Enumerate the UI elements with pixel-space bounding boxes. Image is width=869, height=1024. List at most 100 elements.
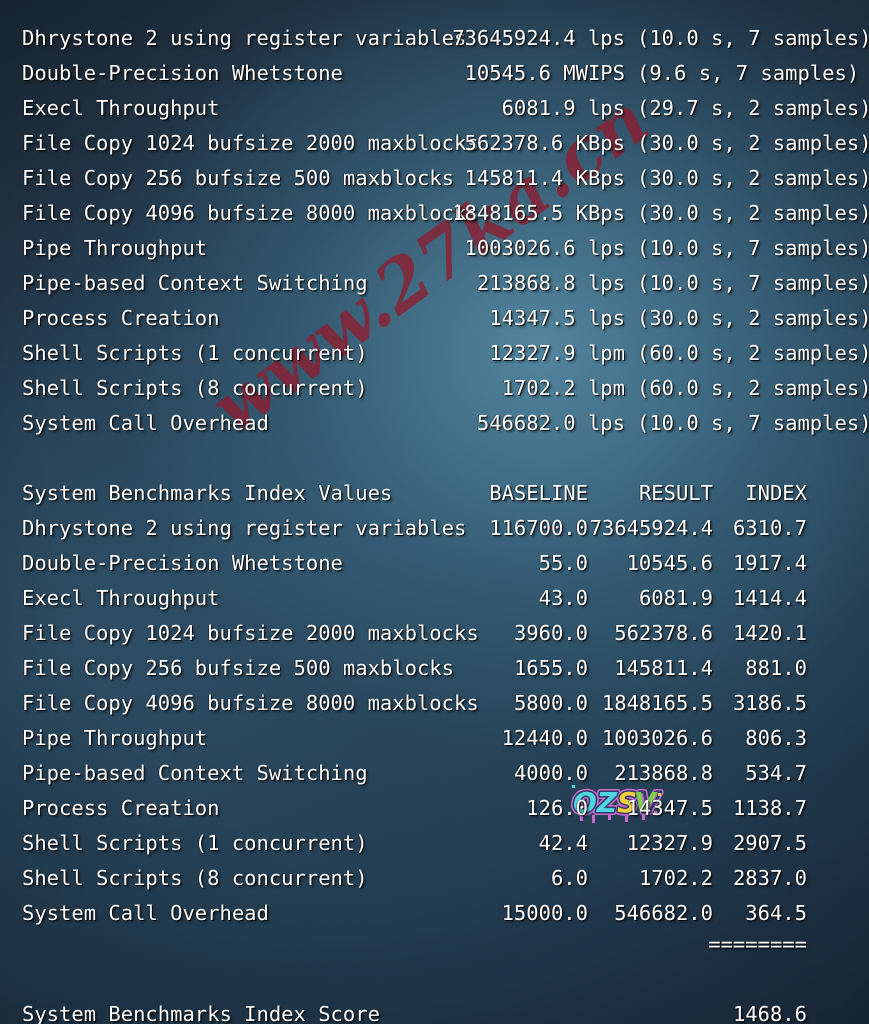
- index-row: Shell Scripts (1 concurrent) 42.4 12327.…: [0, 826, 869, 861]
- benchmark-detail: (30.0 s, 2 samples): [637, 131, 869, 155]
- benchmark-value-unit: MWIPS: [563, 61, 625, 85]
- benchmark-detail: (10.0 s, 7 samples): [637, 411, 869, 435]
- index-test-name: Double-Precision Whetstone: [22, 551, 343, 575]
- benchmark-detail: (60.0 s, 2 samples): [637, 376, 869, 400]
- index-value: 3186.5: [732, 691, 807, 715]
- benchmark-test-name: Process Creation: [22, 306, 220, 330]
- benchmark-value-unit: lps: [587, 411, 625, 435]
- index-test-name: Execl Throughput: [22, 586, 220, 610]
- benchmark-test-name: Pipe Throughput: [22, 236, 208, 260]
- score-block: ======== System Benchmarks Index Score 1…: [0, 927, 869, 1024]
- index-test-name: File Copy 256 bufsize 500 maxblocks: [22, 656, 454, 680]
- index-value: 1420.1: [732, 621, 807, 645]
- benchmark-value: 546682.0 lps: [477, 406, 625, 441]
- benchmark-detail: (10.0 s, 7 samples): [637, 236, 869, 260]
- benchmark-test-name: System Call Overhead: [22, 411, 269, 435]
- benchmark-results-block: Dhrystone 2 using register variables 736…: [0, 21, 869, 441]
- index-result: 10545.6: [626, 551, 713, 575]
- benchmark-value-unit: lps: [587, 271, 625, 295]
- index-result: 6081.9: [638, 586, 713, 610]
- benchmark-test-name: Shell Scripts (8 concurrent): [22, 376, 368, 400]
- benchmark-value: 1848165.5 KBps: [452, 196, 625, 231]
- benchmark-test-name: File Copy 4096 bufsize 8000 maxblocks: [22, 201, 479, 225]
- benchmark-row: Process Creation 14347.5 lps (30.0 s, 2 …: [0, 301, 869, 336]
- index-baseline: 116700.0: [489, 516, 588, 540]
- index-baseline: 42.4: [538, 831, 588, 855]
- benchmark-value-number: 10545.6: [464, 61, 551, 85]
- benchmark-value: 562378.6 KBps: [465, 126, 625, 161]
- index-values-block: System Benchmarks Index Values BASELINE …: [0, 476, 869, 931]
- index-result: 1003026.6: [601, 726, 713, 750]
- benchmark-value: 14347.5 lps: [489, 301, 625, 336]
- index-baseline: 3960.0: [513, 621, 588, 645]
- index-test-name: File Copy 4096 bufsize 8000 maxblocks: [22, 691, 479, 715]
- score-value: 1468.6: [732, 1002, 807, 1024]
- benchmark-detail: (10.0 s, 7 samples): [637, 271, 869, 295]
- benchmark-value-unit: lps: [587, 26, 625, 50]
- index-baseline: 43.0: [538, 586, 588, 610]
- spacer-line: [0, 962, 869, 997]
- index-row: Double-Precision Whetstone 55.0 10545.6 …: [0, 546, 869, 581]
- benchmark-row: Pipe-based Context Switching 213868.8 lp…: [0, 266, 869, 301]
- index-table-title: System Benchmarks Index Values: [22, 481, 393, 505]
- benchmark-value-number: 1003026.6: [464, 236, 576, 260]
- benchmark-value-unit: KBps: [575, 131, 625, 155]
- index-value: 2837.0: [732, 866, 807, 890]
- benchmark-value-unit: KBps: [575, 166, 625, 190]
- index-row: Pipe-based Context Switching 4000.0 2138…: [0, 756, 869, 791]
- benchmark-value: 10545.6 MWIPS: [465, 56, 625, 91]
- benchmark-value-unit: lpm: [587, 376, 625, 400]
- result-column-header: RESULT: [638, 481, 713, 505]
- index-result: 213868.8: [614, 761, 713, 785]
- index-baseline: 5800.0: [513, 691, 588, 715]
- index-row: Pipe Throughput 12440.0 1003026.6 806.3: [0, 721, 869, 756]
- index-test-name: Dhrystone 2 using register variables: [22, 516, 467, 540]
- index-value: 1414.4: [732, 586, 807, 610]
- index-baseline: 15000.0: [501, 901, 588, 925]
- benchmark-value-number: 73645924.4: [452, 26, 576, 50]
- benchmark-value: 6081.9 lps: [502, 91, 625, 126]
- benchmark-row: File Copy 1024 bufsize 2000 maxblocks 56…: [0, 126, 869, 161]
- benchmark-value: 1003026.6 lps: [465, 231, 625, 266]
- index-test-name: Process Creation: [22, 796, 220, 820]
- index-value: 6310.7: [732, 516, 807, 540]
- benchmark-value-number: 546682.0: [476, 411, 576, 435]
- index-test-name: Pipe-based Context Switching: [22, 761, 368, 785]
- index-row: File Copy 4096 bufsize 8000 maxblocks 58…: [0, 686, 869, 721]
- index-value: 534.7: [745, 761, 807, 785]
- index-value: 1138.7: [732, 796, 807, 820]
- index-test-name: Shell Scripts (1 concurrent): [22, 831, 368, 855]
- benchmark-value-unit: lps: [587, 236, 625, 260]
- index-row: Process Creation 126.0 14347.5 1138.7: [0, 791, 869, 826]
- benchmark-detail: (30.0 s, 2 samples): [637, 166, 869, 190]
- benchmark-value-number: 1848165.5: [452, 201, 564, 225]
- benchmark-detail: (29.7 s, 2 samples): [637, 96, 869, 120]
- benchmark-row: Dhrystone 2 using register variables 736…: [0, 21, 869, 56]
- benchmark-test-name: Pipe-based Context Switching: [22, 271, 368, 295]
- index-result: 145811.4: [614, 656, 713, 680]
- benchmark-test-name: Double-Precision Whetstone: [22, 61, 343, 85]
- benchmark-row: Shell Scripts (1 concurrent) 12327.9 lpm…: [0, 336, 869, 371]
- index-header-row: System Benchmarks Index Values BASELINE …: [0, 476, 869, 511]
- benchmark-test-name: File Copy 1024 bufsize 2000 maxblocks: [22, 131, 479, 155]
- index-baseline: 6.0: [550, 866, 588, 890]
- benchmark-value: 12327.9 lpm: [489, 336, 625, 371]
- index-value: 806.3: [745, 726, 807, 750]
- index-result: 12327.9: [626, 831, 713, 855]
- benchmark-value: 145811.4 KBps: [465, 161, 625, 196]
- benchmark-row: Execl Throughput 6081.9 lps (29.7 s, 2 s…: [0, 91, 869, 126]
- index-row: File Copy 1024 bufsize 2000 maxblocks 39…: [0, 616, 869, 651]
- index-value: 364.5: [745, 901, 807, 925]
- index-test-name: File Copy 1024 bufsize 2000 maxblocks: [22, 621, 479, 645]
- index-row: Shell Scripts (8 concurrent) 6.0 1702.2 …: [0, 861, 869, 896]
- benchmark-row: File Copy 4096 bufsize 8000 maxblocks 18…: [0, 196, 869, 231]
- index-baseline: 12440.0: [501, 726, 588, 750]
- score-separator-row: ========: [0, 927, 869, 962]
- benchmark-row: File Copy 256 bufsize 500 maxblocks 1458…: [0, 161, 869, 196]
- benchmark-test-name: Execl Throughput: [22, 96, 220, 120]
- benchmark-value: 1702.2 lpm: [502, 371, 625, 406]
- index-test-name: Pipe Throughput: [22, 726, 208, 750]
- index-result: 562378.6: [614, 621, 713, 645]
- benchmark-value-unit: lps: [587, 306, 625, 330]
- score-label: System Benchmarks Index Score: [22, 1002, 380, 1024]
